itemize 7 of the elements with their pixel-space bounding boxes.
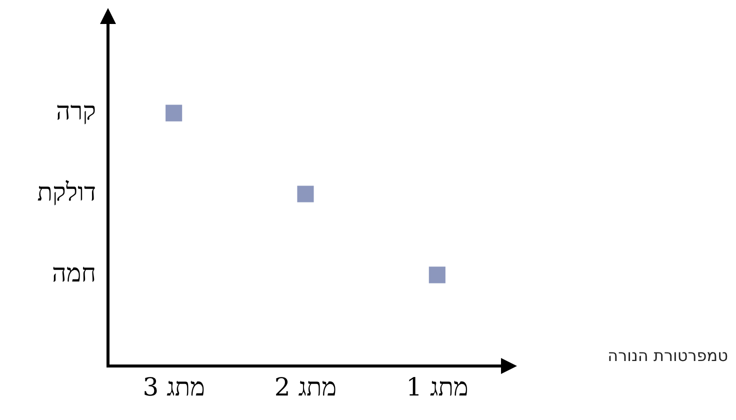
x-tick-label: מתג 2 <box>274 372 337 402</box>
x-tick-label: מתג 3 <box>142 372 205 402</box>
text: טמפרטורת הנורה <box>606 346 728 365</box>
x-tick-label: מתג 1 <box>406 372 468 402</box>
text: חמה <box>52 258 96 288</box>
text: קרה <box>56 96 96 126</box>
text: דולקת <box>37 178 96 206</box>
